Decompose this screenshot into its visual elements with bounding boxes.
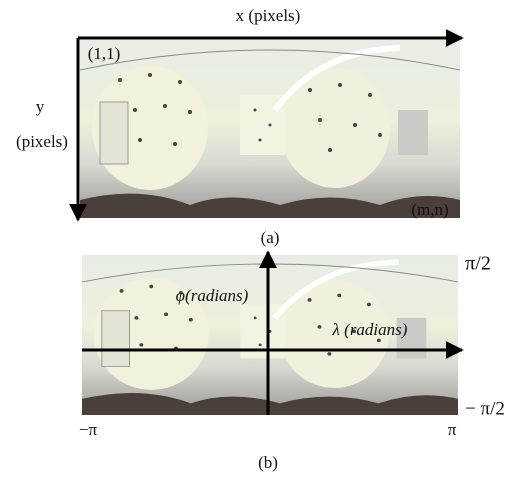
panorama-image <box>80 40 460 218</box>
caption: (b) <box>258 453 278 472</box>
right-label: π <box>448 420 457 439</box>
lambda-axis-label: λ (radians) <box>332 320 408 339</box>
caption: (a) <box>261 228 280 247</box>
origin-label: (1,1) <box>88 44 121 63</box>
figure: x (pixels) (1,1) y (pixels) (m,n) (a) π/… <box>0 0 511 491</box>
y-axis-label: y <box>36 97 45 116</box>
top-label: π/2 <box>465 253 491 275</box>
phi-axis-label: φ(radians) <box>176 286 249 305</box>
bottom-label: − π/2 <box>465 398 505 419</box>
corner-label: (m,n) <box>411 200 448 219</box>
x-axis-label: x (pixels) <box>236 6 301 25</box>
y-axis-label: (pixels) <box>16 132 68 151</box>
left-label: −π <box>79 420 98 439</box>
